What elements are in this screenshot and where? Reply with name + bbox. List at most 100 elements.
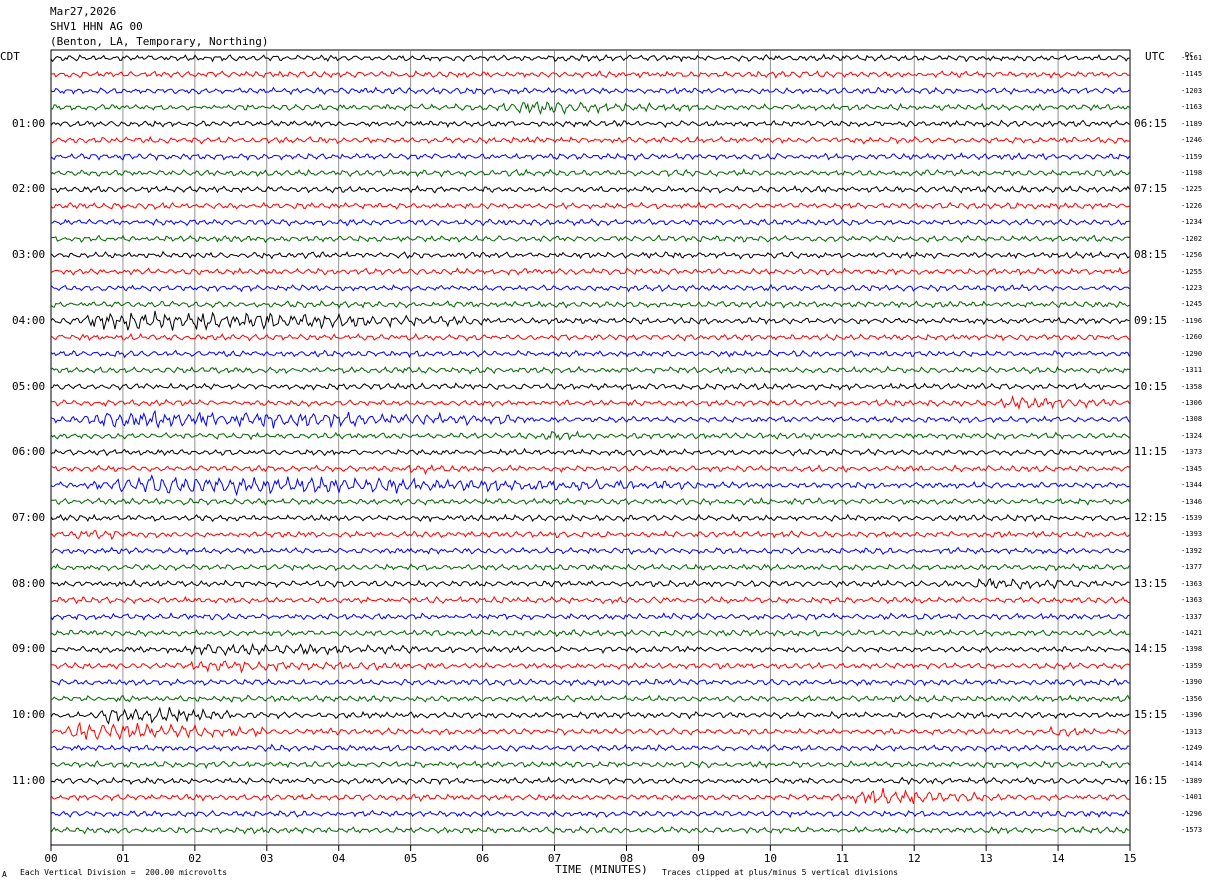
x-tick-label: 12 xyxy=(908,852,921,865)
trace-line xyxy=(50,447,1130,457)
dc-offset-label: -1226 xyxy=(1181,201,1203,210)
trace-line xyxy=(50,595,1130,605)
trace-line xyxy=(50,86,1130,96)
dc-offset-label: -1145 xyxy=(1181,70,1203,79)
dc-offset-label: -1377 xyxy=(1181,563,1203,572)
left-time-label: 01:00 xyxy=(12,116,46,130)
trace-line xyxy=(50,546,1130,556)
dc-offset-label: -1234 xyxy=(1181,218,1203,227)
dc-offset-label: -1159 xyxy=(1181,152,1203,161)
dc-offset-label: -1345 xyxy=(1181,464,1203,473)
dc-offset-label: -1414 xyxy=(1181,760,1203,769)
trace-line xyxy=(50,706,1130,725)
trace-line xyxy=(50,152,1130,162)
trace-line xyxy=(50,430,1130,441)
trace-line xyxy=(50,349,1130,359)
dc-offset-label: -1396 xyxy=(1181,711,1203,720)
trace-line xyxy=(50,721,1130,741)
dc-offset-label: -1421 xyxy=(1181,629,1203,638)
trace-line xyxy=(50,409,1130,429)
dc-offset-label: -1189 xyxy=(1181,119,1203,128)
left-time-label: 07:00 xyxy=(12,511,46,525)
dc-offset-label: -1308 xyxy=(1181,415,1203,424)
plot-frame xyxy=(50,49,1131,846)
x-tick-label: 00 xyxy=(44,852,57,865)
dc-offset-label: -1246 xyxy=(1181,136,1203,145)
dc-offset-label: -1202 xyxy=(1181,234,1203,243)
clip-note: Traces clipped at plus/minus 5 vertical … xyxy=(662,868,899,877)
x-tick-label: 07 xyxy=(548,852,561,865)
dc-offset-label: -1255 xyxy=(1181,267,1203,276)
trace-line xyxy=(50,760,1130,770)
trace-line xyxy=(50,660,1130,674)
left-time-label: 09:00 xyxy=(12,642,46,656)
trace-line xyxy=(50,743,1130,753)
trace-line xyxy=(50,135,1130,145)
dc-offset-label: -1223 xyxy=(1181,284,1203,293)
dc-offset-label: -1358 xyxy=(1181,382,1203,391)
trace-line xyxy=(50,394,1130,411)
trace-line xyxy=(50,694,1130,703)
x-tick-label: 09 xyxy=(692,852,705,865)
dc-offset-label: -1363 xyxy=(1181,579,1203,588)
dc-offset-label: -1392 xyxy=(1181,546,1203,555)
dc-offset-label: -1539 xyxy=(1181,514,1203,523)
dc-offset-label: -1198 xyxy=(1181,169,1203,177)
trace-line xyxy=(50,201,1130,210)
x-tick-label: 04 xyxy=(332,852,346,865)
left-time-label: 08:00 xyxy=(12,576,46,590)
left-time-label: 02:00 xyxy=(12,182,46,196)
trace-line xyxy=(50,234,1130,244)
trace-line xyxy=(50,266,1130,276)
trace-line xyxy=(50,776,1130,786)
dc-header-label: DC xyxy=(1185,51,1194,59)
dc-offset-label: -1313 xyxy=(1181,727,1203,736)
dc-offset-label: -1324 xyxy=(1181,431,1203,440)
trace-line xyxy=(50,365,1130,375)
dc-offset-label: -1306 xyxy=(1181,399,1203,408)
corner-mark: A xyxy=(2,870,7,879)
trace-line xyxy=(50,825,1130,835)
dc-offset-label: -1163 xyxy=(1181,103,1203,112)
trace-line xyxy=(50,332,1130,342)
dc-offset-label: -1363 xyxy=(1181,596,1203,605)
dc-offset-label: -1393 xyxy=(1181,530,1203,539)
right-time-label: 14:15 xyxy=(1134,642,1168,656)
trace-line xyxy=(50,474,1130,497)
trace-line xyxy=(50,678,1130,687)
x-axis-label: TIME (MINUTES) xyxy=(555,863,648,876)
trace-line xyxy=(50,642,1130,657)
left-time-label: 03:00 xyxy=(12,248,46,262)
dc-offset-label: -1196 xyxy=(1181,316,1203,325)
left-time-label: 05:00 xyxy=(12,379,46,393)
dc-offset-label: -1389 xyxy=(1181,776,1203,785)
dc-offset-label: -1225 xyxy=(1181,185,1203,194)
x-tick-label: 06 xyxy=(476,852,489,865)
x-tick-label: 03 xyxy=(260,852,273,865)
right-time-label: 10:15 xyxy=(1134,379,1168,393)
trace-line xyxy=(50,310,1130,332)
trace-line xyxy=(50,628,1130,638)
dc-offset-label: -1373 xyxy=(1181,448,1203,457)
trace-line xyxy=(50,53,1130,63)
trace-line xyxy=(50,184,1130,194)
seismic-traces xyxy=(50,53,1130,835)
dc-offset-label: -1245 xyxy=(1181,300,1203,309)
x-tick-label: 13 xyxy=(980,852,993,865)
right-time-label: 07:15 xyxy=(1134,182,1168,196)
right-time-label: 09:15 xyxy=(1134,313,1168,327)
left-time-label: 06:00 xyxy=(12,445,46,459)
trace-line xyxy=(50,563,1130,572)
trace-line xyxy=(50,612,1130,621)
right-time-label: 11:15 xyxy=(1134,445,1168,459)
dc-offset-label: -1346 xyxy=(1181,497,1203,506)
right-timezone-label: UTC xyxy=(1145,50,1165,63)
x-tick-label: 08 xyxy=(620,852,633,865)
dc-offset-label: -1356 xyxy=(1181,694,1203,703)
dc-offset-label: -1161 xyxy=(1181,54,1203,62)
left-timezone-label: CDT xyxy=(0,50,20,63)
right-time-label: 16:15 xyxy=(1134,773,1168,787)
trace-line xyxy=(50,300,1130,310)
right-time-label: 12:15 xyxy=(1134,511,1168,525)
